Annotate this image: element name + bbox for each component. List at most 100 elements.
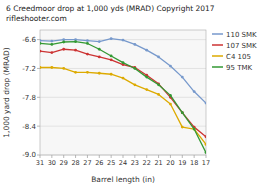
- point: [205, 151, 206, 154]
- grid-line: [40, 68, 206, 69]
- x-tick-label: 17: [202, 159, 210, 167]
- grid: [40, 40, 206, 155]
- point: [145, 88, 148, 91]
- x-tick: [63, 155, 64, 158]
- point: [62, 41, 65, 44]
- series-line: [40, 42, 206, 153]
- point: [98, 40, 101, 43]
- point: [205, 143, 206, 146]
- point: [133, 43, 136, 46]
- plot-area: [40, 30, 206, 155]
- x-tick: [182, 155, 183, 158]
- y-tick: [37, 126, 40, 127]
- legend-label: 110 SMK: [226, 31, 257, 39]
- y-tick-label: -6.6: [22, 36, 36, 44]
- y-tick-label: -7.2: [22, 65, 36, 73]
- point: [181, 111, 184, 114]
- point: [157, 93, 160, 96]
- y-tick-label: -9.0: [22, 151, 36, 159]
- x-tick: [170, 155, 171, 158]
- point: [86, 53, 89, 56]
- point: [145, 49, 148, 52]
- point: [133, 67, 136, 70]
- point: [50, 66, 53, 69]
- point: [110, 55, 113, 58]
- point: [110, 73, 113, 76]
- point: [205, 102, 206, 105]
- point: [62, 48, 65, 51]
- point: [157, 83, 160, 86]
- point: [181, 76, 184, 79]
- point: [169, 94, 172, 97]
- x-tick: [194, 155, 195, 158]
- point: [98, 56, 101, 59]
- point: [40, 42, 41, 45]
- x-tick: [40, 155, 41, 158]
- x-tick-label: 27: [83, 159, 91, 167]
- subtitle: rifleshooter.com: [6, 14, 67, 23]
- legend: 110 SMK 107 SMK C4 105 95 TMK: [212, 31, 257, 72]
- point: [40, 66, 41, 69]
- x-tick: [146, 155, 147, 158]
- point: [40, 39, 41, 42]
- x-tick-label: 28: [71, 159, 79, 167]
- point: [169, 103, 172, 106]
- legend-swatch: [212, 33, 223, 35]
- x-tick: [75, 155, 76, 158]
- point: [122, 77, 125, 80]
- x-tick-label: 31: [36, 159, 44, 167]
- x-tick-label: 21: [154, 159, 162, 167]
- x-tick-label: 24: [119, 159, 127, 167]
- point: [50, 43, 53, 46]
- x-tick-label: 26: [95, 159, 103, 167]
- data: [40, 37, 206, 154]
- title: 6 Creedmoor drop at 1,000 yds (MRAD) Cop…: [6, 4, 215, 13]
- y-tick-label: -7.8: [22, 94, 36, 102]
- point: [122, 61, 125, 64]
- point: [50, 40, 53, 43]
- point: [193, 90, 196, 93]
- y-tick: [37, 39, 40, 40]
- point: [169, 65, 172, 68]
- point: [86, 39, 89, 42]
- x-tick-label: 29: [60, 159, 68, 167]
- point: [98, 48, 101, 51]
- point: [157, 56, 160, 59]
- legend-label: 107 SMK: [226, 42, 257, 50]
- point: [98, 72, 101, 75]
- point: [205, 135, 206, 138]
- series-line: [40, 39, 206, 103]
- plot-frame: [40, 30, 206, 155]
- x-tick-label: 25: [107, 159, 115, 167]
- x-tick: [158, 155, 159, 158]
- x-tick-label: 30: [48, 159, 56, 167]
- point: [110, 58, 113, 61]
- x-axis-label: Barrel length (in): [91, 175, 155, 184]
- x-tick: [87, 155, 88, 158]
- point: [110, 37, 113, 40]
- legend-label: 95 TMK: [226, 64, 252, 72]
- grid-line: [40, 97, 206, 98]
- legend-label: C4 105: [226, 53, 251, 61]
- point: [181, 126, 184, 129]
- point: [74, 71, 77, 74]
- point: [133, 66, 136, 69]
- point: [74, 49, 77, 52]
- legend-swatch: [212, 44, 223, 46]
- point: [62, 38, 65, 41]
- chart: 6 Creedmoor drop at 1,000 yds (MRAD) Cop…: [0, 0, 270, 187]
- x-tick: [123, 155, 124, 158]
- x-tick-label: 20: [166, 159, 174, 167]
- y-axis-label: 1,000 yard drop (MRAD): [2, 47, 11, 138]
- point: [193, 128, 196, 131]
- point: [86, 42, 89, 45]
- x-tick-label: 23: [131, 159, 139, 167]
- point: [145, 76, 148, 79]
- x-tick-label: 19: [178, 159, 186, 167]
- legend-swatch: [212, 66, 223, 68]
- point: [181, 111, 184, 114]
- x-tick: [99, 155, 100, 158]
- point: [193, 128, 196, 131]
- point: [157, 82, 160, 85]
- x-tick-label: 22: [143, 159, 151, 167]
